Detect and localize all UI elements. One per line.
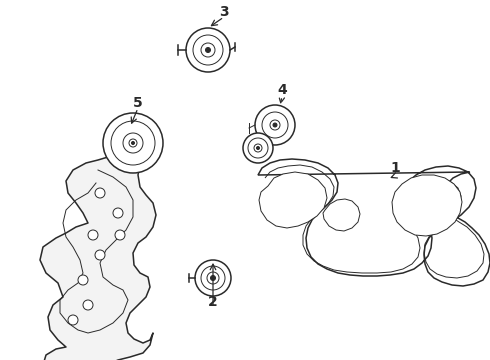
- Circle shape: [255, 105, 295, 145]
- Circle shape: [78, 275, 88, 285]
- Circle shape: [68, 315, 78, 325]
- Circle shape: [256, 147, 260, 149]
- Circle shape: [211, 275, 216, 280]
- Text: 1: 1: [390, 161, 400, 175]
- Polygon shape: [258, 159, 490, 286]
- Circle shape: [83, 300, 93, 310]
- Polygon shape: [392, 175, 462, 236]
- Polygon shape: [40, 115, 156, 360]
- Circle shape: [95, 250, 105, 260]
- Text: 2: 2: [208, 295, 218, 309]
- Circle shape: [131, 141, 134, 144]
- Circle shape: [103, 113, 163, 173]
- Circle shape: [273, 123, 277, 127]
- Polygon shape: [259, 172, 327, 228]
- Circle shape: [95, 188, 105, 198]
- Circle shape: [243, 133, 273, 163]
- Text: 3: 3: [219, 5, 229, 19]
- Circle shape: [113, 208, 123, 218]
- Circle shape: [205, 48, 211, 53]
- Text: 5: 5: [133, 96, 143, 110]
- Polygon shape: [323, 199, 360, 231]
- Circle shape: [88, 230, 98, 240]
- Circle shape: [115, 230, 125, 240]
- Text: 4: 4: [277, 83, 287, 97]
